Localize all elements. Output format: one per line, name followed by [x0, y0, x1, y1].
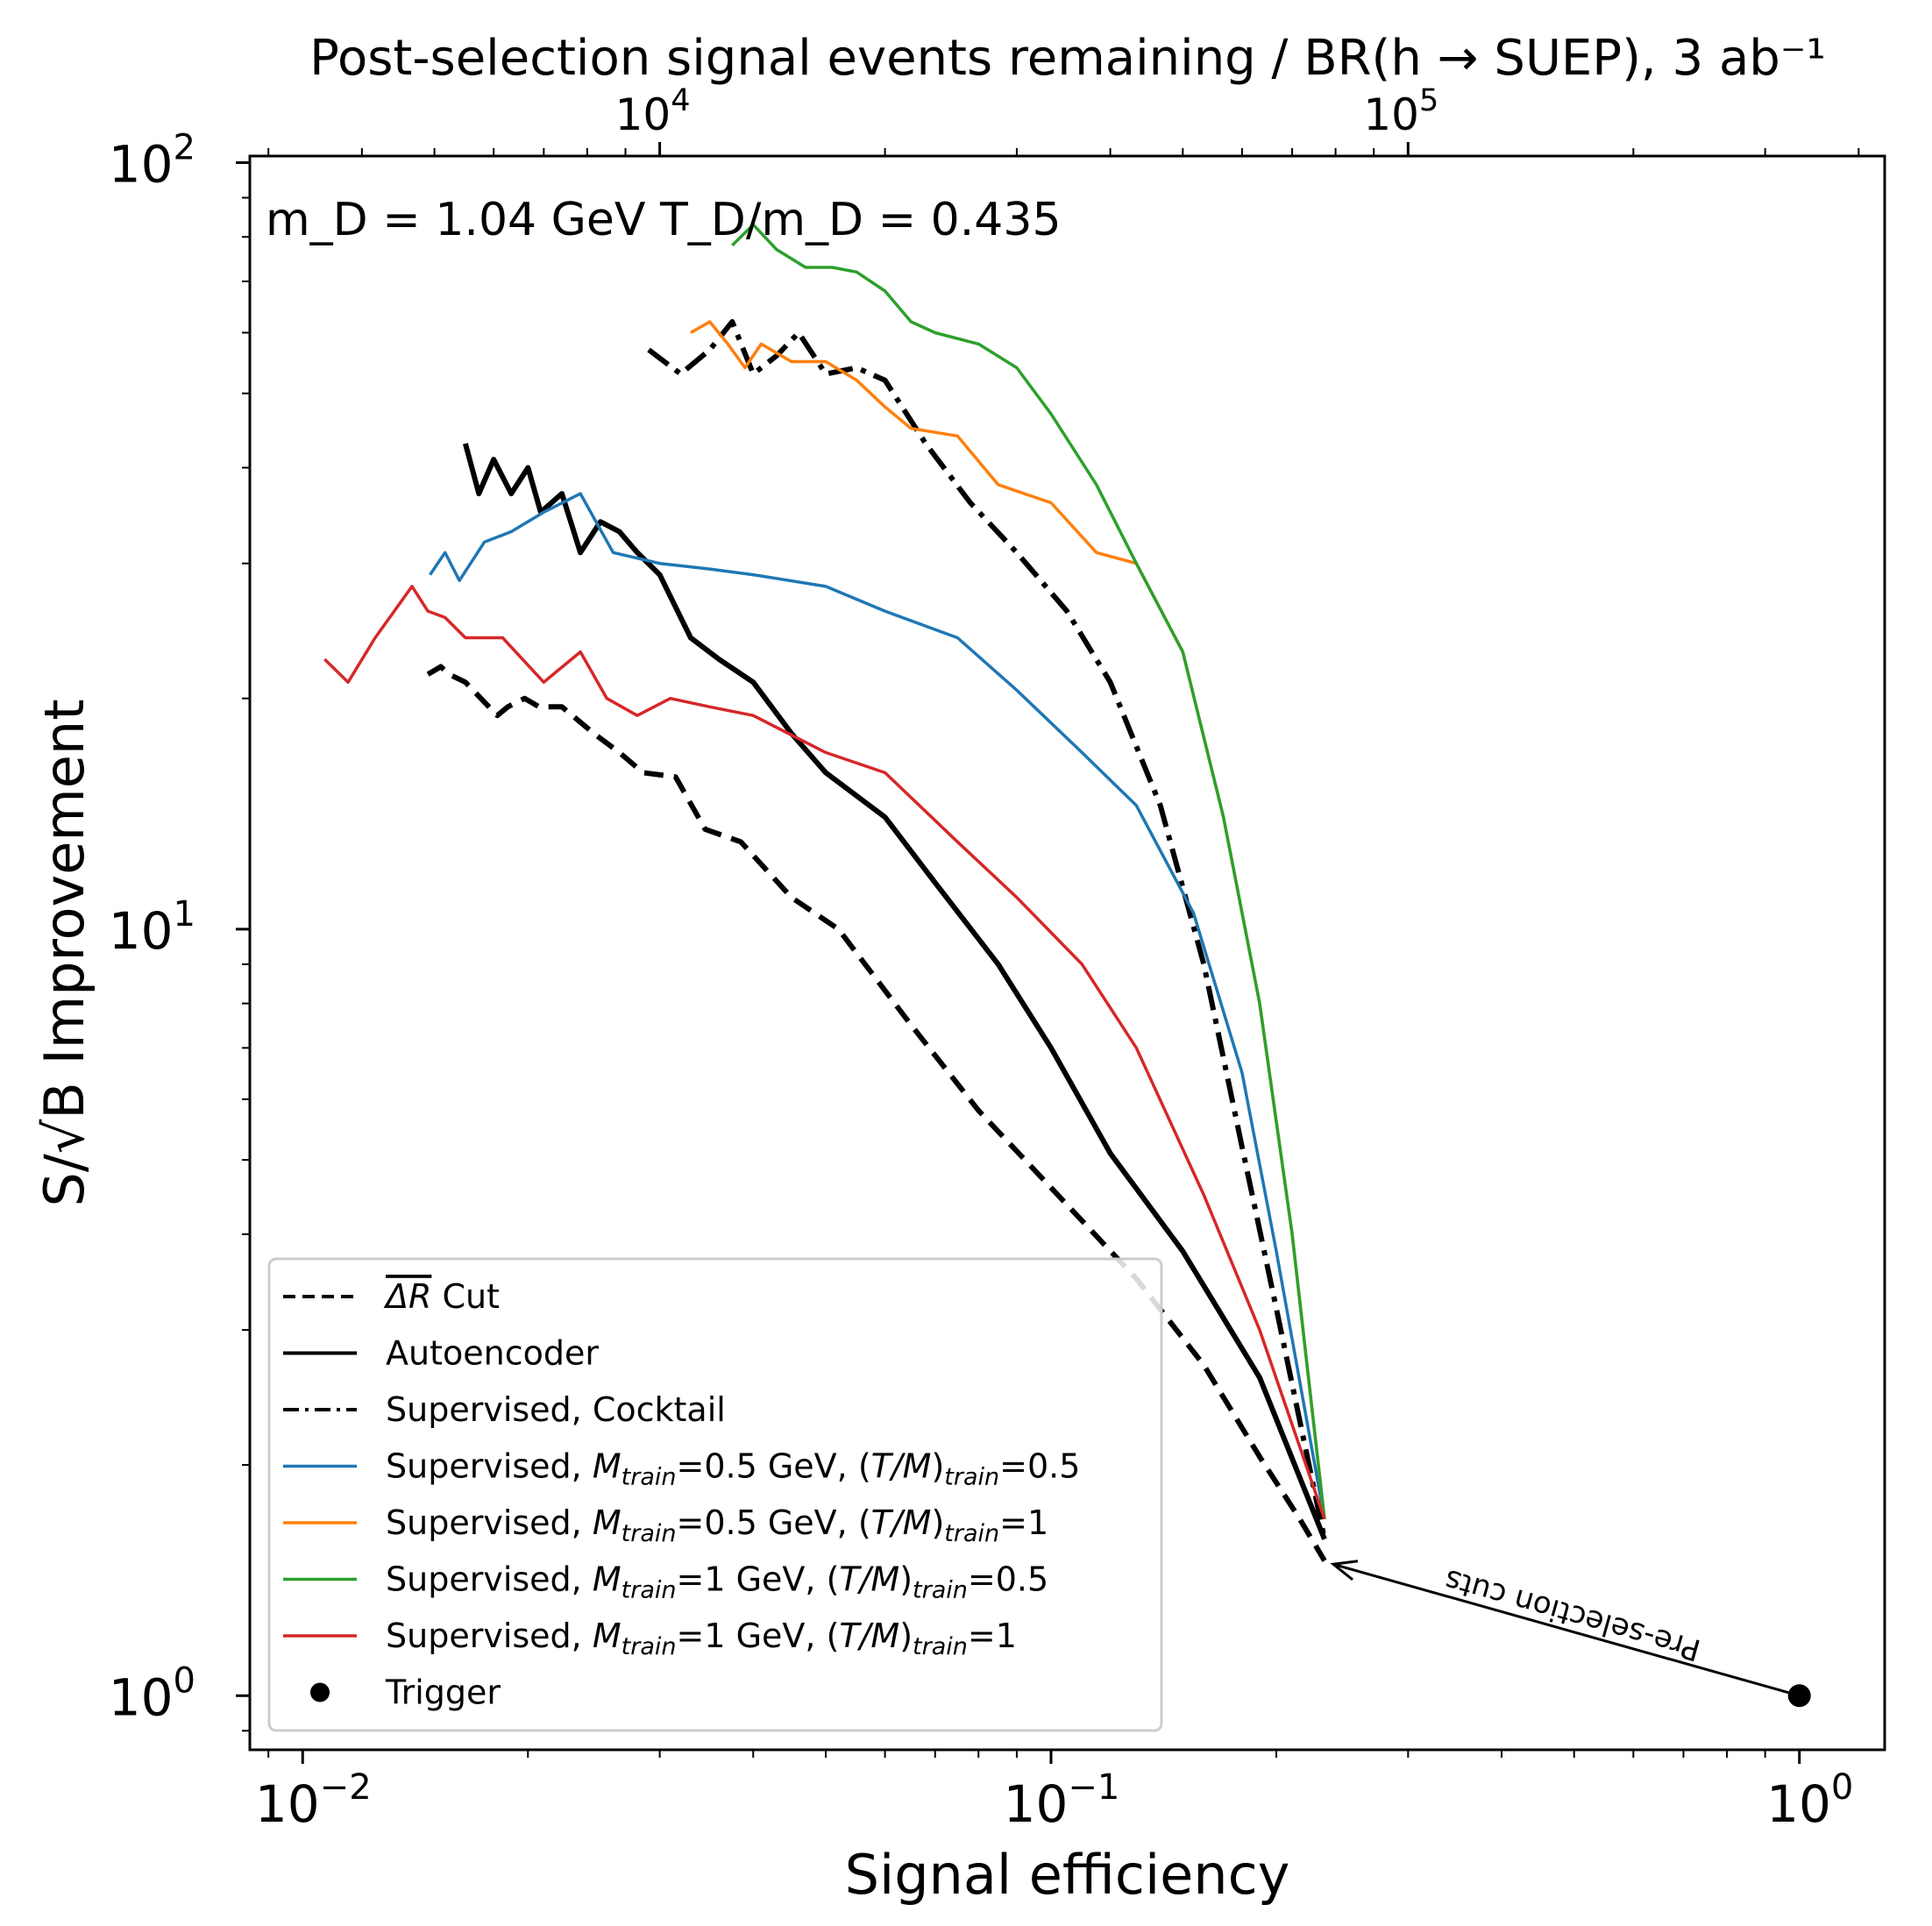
x-tick-label-0: 10−2: [255, 1767, 372, 1834]
parameter-annotation: m_D = 1.04 GeV T_D/m_D = 0.435: [266, 194, 1062, 246]
legend-label-4: Supervised, Mtrain​=0.5 GeV, (T/M)train​…: [386, 1503, 1048, 1547]
top-tick-label-1: 105: [1363, 83, 1438, 140]
y-tick-label-0: 100: [109, 1660, 195, 1727]
legend-label-7: Trigger: [385, 1674, 501, 1712]
series-line-5: [731, 223, 1326, 1519]
series-line-2: [647, 319, 1327, 1540]
annotation-arrow-head: [1330, 1560, 1359, 1581]
series-line-1: [463, 443, 1327, 1540]
minor-ticks: [242, 148, 1860, 1758]
legend-frame: [267, 1257, 1163, 1732]
legend-label-1: Autoencoder: [386, 1334, 599, 1373]
legend: ΔR Cut Autoencoder Supervised, Cocktail Sup…: [267, 1257, 1163, 1732]
x-tick-label-2: 100: [1766, 1767, 1853, 1834]
legend-label-3: Supervised, Mtrain​=0.5 GeV, (T/M)train​…: [386, 1447, 1080, 1491]
y-tick-label-0-text: 100: [109, 1660, 195, 1727]
x-tick-label-0-text: 10−2: [255, 1767, 372, 1834]
top-tick-label-0: 104: [615, 83, 691, 140]
x-tick-label-2-text: 100: [1766, 1767, 1853, 1834]
y-tick-label-2-text: 102: [109, 128, 195, 195]
legend-label-6: Supervised, Mtrain​=1 GeV, (T/M)train​=1: [386, 1617, 1017, 1660]
legend-label-2: Supervised, Cocktail: [386, 1390, 726, 1429]
top-axis-label: Post-selection signal events remaining /…: [309, 30, 1826, 87]
annotation-arrow-line: [1332, 1562, 1801, 1697]
legend-label-5: Supervised, Mtrain​=1 GeV, (T/M)train​=0…: [386, 1560, 1048, 1604]
y-tick-label-1-text: 101: [109, 894, 195, 961]
y-tick-label-2: 102: [109, 128, 195, 195]
y-axis-label: S/√B Improvement: [32, 699, 96, 1206]
x-tick-label-1-text: 10−1: [1004, 1767, 1120, 1834]
series-line-3: [429, 492, 1326, 1520]
x-tick-label-1: 10−1: [1004, 1767, 1120, 1834]
y-tick-label-1: 101: [109, 894, 195, 961]
axes-frame: [248, 154, 1886, 1752]
legend-label-0: ΔR Cut: [383, 1277, 500, 1316]
series-line-6: [323, 585, 1326, 1520]
x-axis-label: Signal efficiency: [845, 1843, 1290, 1907]
legend-swatch-marker: [310, 1682, 330, 1702]
